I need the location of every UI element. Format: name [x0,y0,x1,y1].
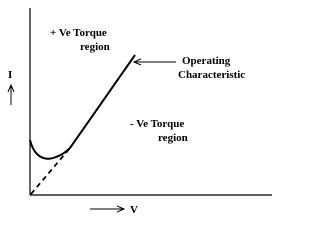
region-label: region [158,132,188,144]
region-label: - Ve Torque [130,118,184,130]
region-label: region [80,41,110,53]
annotation: Operating [182,55,231,67]
region-label: + Ve Torque [50,27,107,39]
operating-curve [29,54,136,160]
diagram: + Ve Torque region Operating Characteris… [0,8,272,216]
y-axis-label: I [8,69,12,81]
annotation: Characteristic [178,69,245,81]
x-axis-label: V [130,204,138,216]
dashed-extension [30,147,71,195]
